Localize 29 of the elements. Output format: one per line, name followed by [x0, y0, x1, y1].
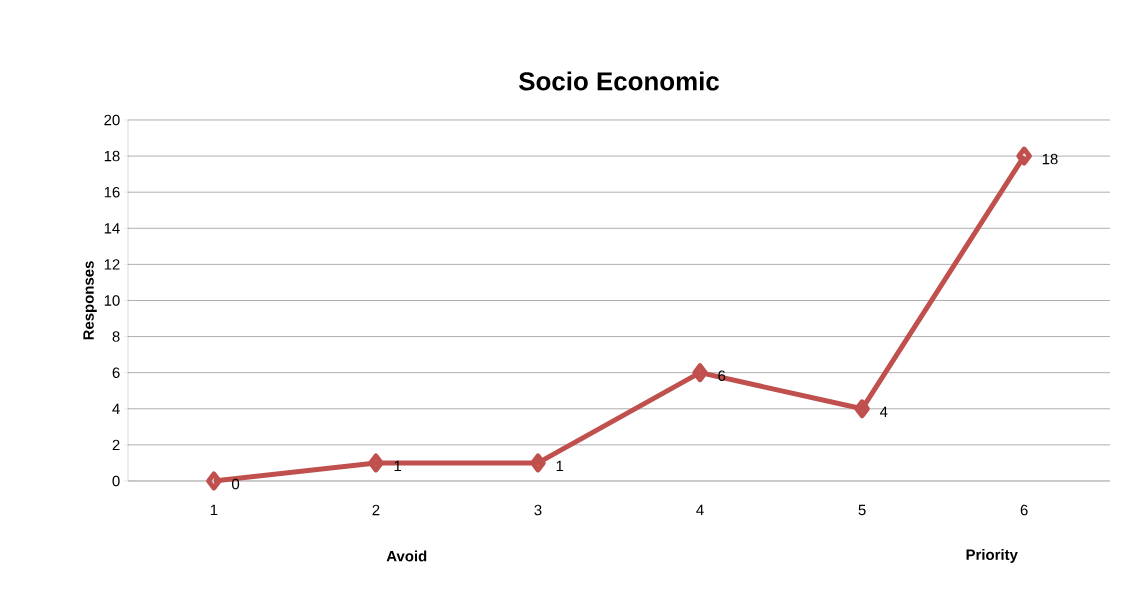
y-tick-label: 18 [104, 150, 120, 162]
data-label: 0 [231, 478, 240, 490]
y-tick-label: 4 [112, 403, 120, 414]
x-tick-label: 4 [696, 504, 704, 516]
data-label: 1 [556, 460, 564, 472]
x-tick-label: 5 [858, 504, 866, 516]
y-tick-label: 10 [104, 295, 120, 306]
point [692, 363, 708, 383]
y-tick-label: 0 [112, 475, 120, 487]
x-tick-label: 3 [534, 504, 542, 516]
x-tick-label: 6 [1020, 504, 1028, 516]
data-label: 4 [879, 406, 888, 417]
y-axis-title: Responses [83, 261, 97, 340]
y-tick-label: 12 [104, 259, 120, 270]
y-tick-label: 14 [104, 223, 120, 234]
point [530, 453, 546, 473]
x-tick-label: 2 [372, 504, 380, 516]
y-tick-label: 20 [104, 114, 120, 126]
y-tick-label: 2 [112, 439, 120, 451]
chart-title: Socio Economic [519, 71, 720, 91]
y-tick-label: 16 [104, 186, 120, 198]
x-tick-label: 1 [210, 504, 218, 516]
text: Priority [966, 549, 1018, 563]
y-tick-label: 6 [112, 367, 120, 378]
data-label: 18 [1042, 153, 1058, 165]
point [854, 399, 870, 419]
point [368, 453, 384, 473]
y-tick-label: 8 [112, 331, 120, 342]
text: Avoid [386, 550, 427, 562]
